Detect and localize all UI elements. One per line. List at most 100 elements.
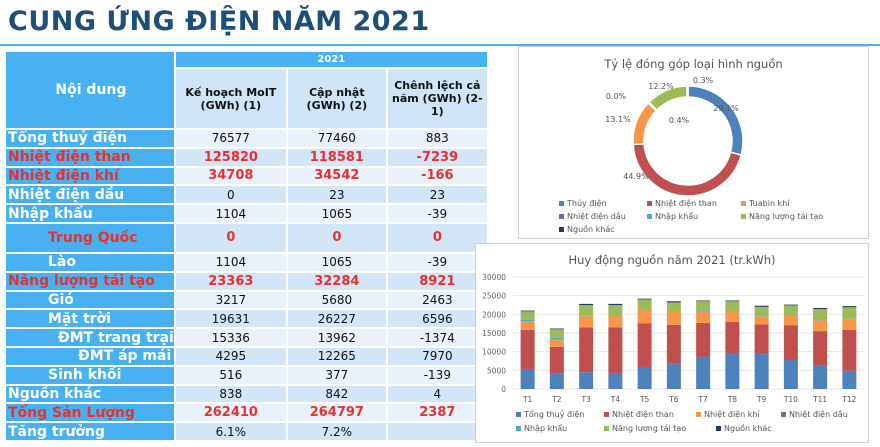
bar-segment bbox=[696, 301, 711, 311]
bar-segment bbox=[579, 303, 594, 305]
row-value: 0 bbox=[285, 221, 388, 254]
row-value: 6.1% bbox=[173, 421, 288, 442]
row-value: 32284 bbox=[285, 270, 388, 292]
pie-data-label: 29.1% bbox=[713, 104, 739, 113]
bar-segment bbox=[637, 323, 652, 367]
row-value: 842 bbox=[285, 383, 388, 405]
bar-segment bbox=[725, 311, 740, 322]
table-row: Tổng Sản Lượng 262410 264797 2387 bbox=[4, 402, 489, 424]
bar-segment bbox=[520, 321, 535, 331]
bar-segment bbox=[549, 328, 564, 330]
bar-segment bbox=[783, 304, 798, 306]
header-updated: Cập nhật (GWh) (2) bbox=[285, 67, 388, 130]
bar-segment bbox=[666, 301, 681, 303]
pie-data-label: 13.1% bbox=[605, 115, 631, 124]
row-label: Lào bbox=[4, 251, 176, 273]
row-value: 264797 bbox=[285, 402, 388, 424]
x-tick-label: T4 bbox=[610, 395, 621, 404]
bar-segment bbox=[725, 301, 740, 311]
pie-legend-item: Nhiệt điện dầu bbox=[559, 212, 626, 221]
x-tick-label: T1 bbox=[522, 395, 533, 404]
row-value: 6596 bbox=[385, 308, 489, 330]
pie-data-label: 44.9% bbox=[623, 172, 649, 181]
legend-label: Nhiệt điện khí bbox=[704, 410, 760, 419]
header-year: 2021 bbox=[173, 50, 489, 69]
y-tick-label: 0 bbox=[501, 385, 506, 394]
bar-segment bbox=[842, 307, 857, 319]
x-tick-label: T3 bbox=[580, 395, 591, 404]
row-value: 7970 bbox=[385, 345, 489, 367]
bar-segment bbox=[608, 372, 623, 389]
bar-legend-item: Nhiệt điện khí bbox=[696, 410, 760, 419]
bar-segment bbox=[754, 353, 769, 389]
row-value: 262410 bbox=[173, 402, 288, 424]
row-value: 118581 bbox=[285, 146, 388, 168]
table-row: Tổng thuỷ điện 76577 77460 883 bbox=[4, 128, 489, 149]
row-value: 23363 bbox=[173, 270, 288, 292]
pie-data-label: 12.2% bbox=[648, 82, 674, 91]
legend-label: Nhập khẩu bbox=[655, 212, 699, 221]
pie-legend-item: Nhiệt điện than bbox=[647, 199, 717, 208]
pie-slice bbox=[632, 142, 743, 197]
table-row: Tăng trưởng 6.1% 7.2% bbox=[4, 421, 489, 442]
pie-legend-item: Năng lượng tái tạo bbox=[741, 212, 823, 221]
row-value: -139 bbox=[385, 364, 489, 386]
table-row: Lào 1104 1065 -39 bbox=[4, 251, 489, 273]
row-value: 4295 bbox=[173, 345, 288, 367]
row-label: Nhiệt điện dầu bbox=[4, 184, 176, 206]
row-value: 77460 bbox=[285, 128, 388, 149]
row-label: Nguồn khác bbox=[4, 383, 176, 405]
bar-legend-item: Nhiệt điện dầu bbox=[781, 410, 848, 419]
legend-label: Năng lượng tái tạo bbox=[612, 424, 687, 433]
pie-slice bbox=[632, 102, 658, 146]
bar-segment bbox=[754, 306, 769, 317]
bar-segment bbox=[549, 346, 564, 374]
table-row: ĐMT áp mái 4295 12265 7970 bbox=[4, 345, 489, 367]
row-value: 76577 bbox=[173, 128, 288, 149]
x-tick-label: T11 bbox=[812, 395, 827, 404]
bar-segment bbox=[520, 369, 535, 389]
row-value: -166 bbox=[385, 165, 489, 187]
table-row: Nhập khẩu 1104 1065 -39 bbox=[4, 203, 489, 224]
bar-segment bbox=[666, 324, 681, 364]
table-row: ĐMT trang trại 15336 13962 -1374 bbox=[4, 327, 489, 348]
table-row: Nhiệt điện dầu 0 23 23 bbox=[4, 184, 489, 206]
bar-segment bbox=[842, 319, 857, 331]
bar-segment bbox=[754, 316, 769, 325]
legend-label: Tổng thuỷ điện bbox=[524, 410, 585, 419]
bar-segment bbox=[696, 310, 711, 323]
legend-swatch-icon bbox=[696, 412, 701, 417]
row-value: 2463 bbox=[385, 289, 489, 311]
legend-label: Nhiệt điện dầu bbox=[567, 212, 626, 221]
row-value: 516 bbox=[173, 364, 288, 386]
bar-segment bbox=[754, 305, 769, 307]
table-row: Nguồn khác 838 842 4 bbox=[4, 383, 489, 405]
bar-segment bbox=[696, 310, 711, 311]
bar-segment bbox=[813, 365, 828, 389]
legend-swatch-icon bbox=[559, 201, 564, 206]
bar-legend-item: Năng lượng tái tạo bbox=[604, 424, 686, 433]
bar-segment bbox=[608, 303, 623, 305]
pie-legend-item: Nguồn khác bbox=[559, 225, 615, 234]
legend-swatch-icon bbox=[781, 412, 786, 417]
row-value: 1104 bbox=[173, 251, 288, 273]
bar-segment bbox=[608, 315, 623, 328]
row-label: Mặt trời bbox=[4, 308, 176, 330]
x-tick-label: T10 bbox=[783, 395, 798, 404]
row-value: 0 bbox=[173, 221, 288, 254]
bar-segment bbox=[696, 356, 711, 389]
row-value: -39 bbox=[385, 251, 489, 273]
row-value: 2387 bbox=[385, 402, 489, 424]
row-value: -39 bbox=[385, 203, 489, 224]
legend-swatch-icon bbox=[516, 412, 521, 417]
y-tick-label: 30000 bbox=[482, 273, 506, 282]
bar-segment bbox=[725, 321, 740, 354]
row-value: 23 bbox=[385, 184, 489, 206]
row-value: 12265 bbox=[285, 345, 388, 367]
row-label: Gió bbox=[4, 289, 176, 311]
bar-segment bbox=[666, 363, 681, 389]
x-tick-label: T6 bbox=[668, 395, 679, 404]
row-value: 0 bbox=[173, 184, 288, 206]
row-value: -1374 bbox=[385, 327, 489, 348]
bar-segment bbox=[666, 302, 681, 311]
